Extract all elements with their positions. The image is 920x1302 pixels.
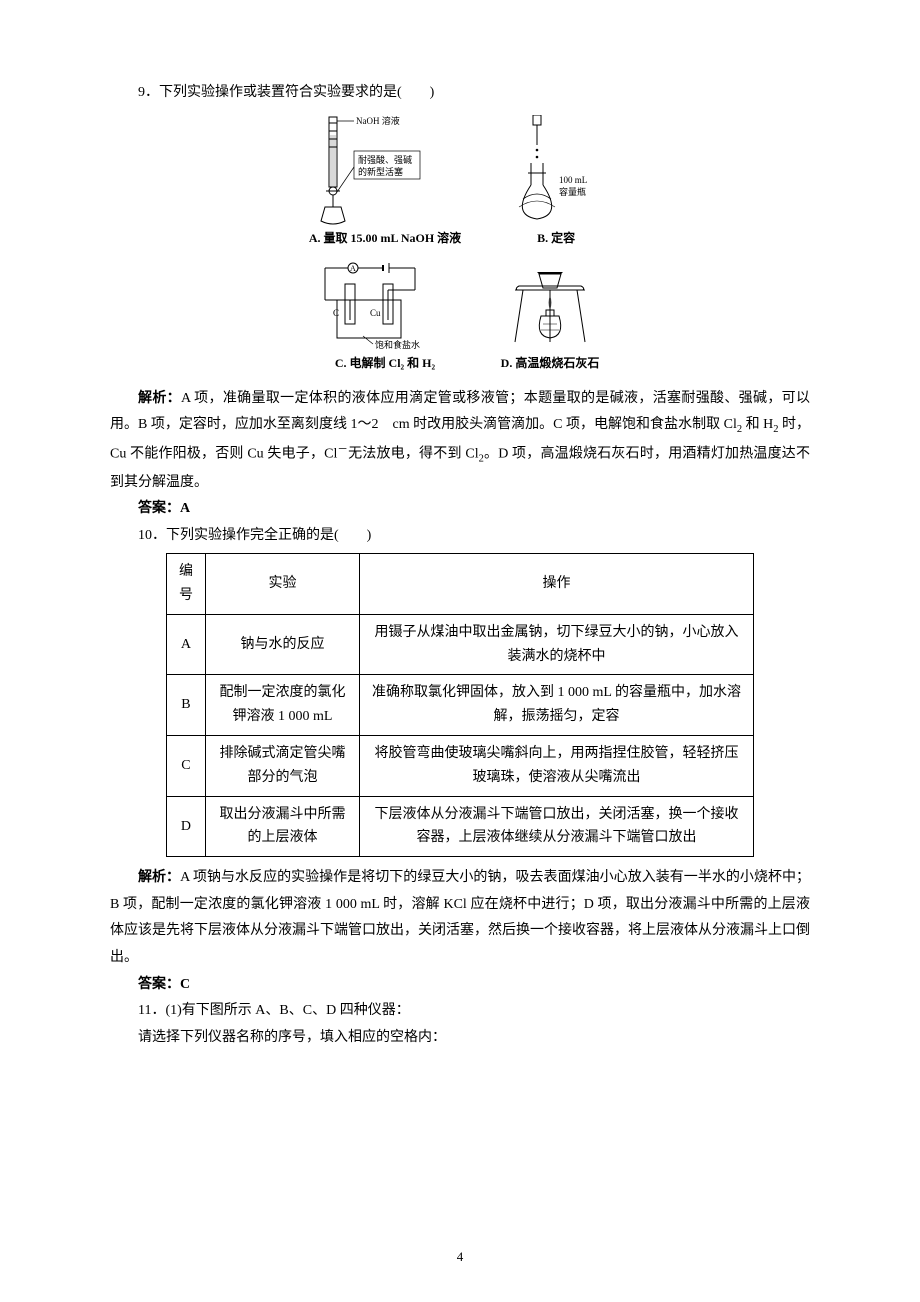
q9-stem: 9．下列实验操作或装置符合实验要求的是( ): [110, 80, 810, 107]
table-row: D 取出分液漏斗中所需的上层液体 下层液体从分液漏斗下端管口放出，关闭活塞，换一…: [167, 796, 754, 857]
col-exp: 实验: [205, 554, 359, 615]
table-row: C 排除碱式滴定管尖嘴部分的气泡 将胶管弯曲使玻璃尖嘴斜向上，用两指捏住胶管，轻…: [167, 736, 754, 797]
svg-text:耐强酸、强碱: 耐强酸、强碱: [358, 154, 412, 165]
cell-op: 准确称取氯化钾固体，放入到 1 000 mL 的容量瓶中，加水溶解，振荡摇匀，定…: [360, 675, 754, 736]
cell-exp: 排除碱式滴定管尖嘴部分的气泡: [205, 736, 359, 797]
q11-line2: 请选择下列仪器名称的序号，填入相应的空格内：: [110, 1025, 810, 1052]
cell-id: D: [167, 796, 206, 857]
cell-exp: 取出分液漏斗中所需的上层液体: [205, 796, 359, 857]
table-row: B 配制一定浓度的氯化钾溶液 1 000 mL 准确称取氯化钾固体，放入到 1 …: [167, 675, 754, 736]
cell-id: B: [167, 675, 206, 736]
caption-a: A. 量取 15.00 mL NaOH 溶液: [309, 227, 461, 250]
cell-id: C: [167, 736, 206, 797]
table-row: A 钠与水的反应 用镊子从煤油中取出金属钠，切下绿豆大小的钠，小心放入装满水的烧…: [167, 614, 754, 675]
q9-figure-row1: NaOH 溶液 耐强酸、强碱 的新型活塞 A. 量取 15.00 mL NaOH…: [110, 115, 810, 253]
caption-b: B. 定容: [501, 227, 611, 250]
col-op: 操作: [360, 554, 754, 615]
cell-op: 将胶管弯曲使玻璃尖嘴斜向上，用两指捏住胶管，轻轻挤压玻璃珠，使溶液从尖嘴流出: [360, 736, 754, 797]
cell-exp: 钠与水的反应: [205, 614, 359, 675]
svg-text:A: A: [350, 264, 356, 273]
cell-exp: 配制一定浓度的氯化钾溶液 1 000 mL: [205, 675, 359, 736]
apparatus-c: A C Cu 饱和食盐水: [315, 260, 455, 375]
q10-analysis: 解析：A 项钠与水反应的实验操作是将切下的绿豆大小的钠，吸去表面煤油小心放入装有…: [110, 865, 810, 971]
caption-d: D. 高温煅烧石灰石: [495, 352, 605, 375]
caption-c: C. 电解制 Cl₂ 和 H₂: [315, 352, 455, 375]
svg-text:容量瓶: 容量瓶: [559, 186, 586, 197]
q10-stem: 10．下列实验操作完全正确的是( ): [110, 523, 810, 550]
cell-id: A: [167, 614, 206, 675]
q9-analysis: 解析：A 项，准确量取一定体积的液体应用滴定管或移液管；本题量取的是碱液，活塞耐…: [110, 386, 810, 496]
q9-answer: 答案：A: [110, 496, 810, 523]
col-id: 编号: [167, 554, 206, 615]
svg-text:的新型活塞: 的新型活塞: [358, 166, 403, 177]
apparatus-d: D. 高温煅烧石灰石: [495, 260, 605, 375]
svg-text:NaOH 溶液: NaOH 溶液: [356, 115, 400, 126]
page-number: 4: [0, 1245, 920, 1270]
svg-text:100 mL: 100 mL: [559, 175, 587, 185]
apparatus-a: NaOH 溶液 耐强酸、强碱 的新型活塞 A. 量取 15.00 mL NaOH…: [309, 115, 461, 250]
q9-figure-row2: A C Cu 饱和食盐水: [110, 260, 810, 378]
svg-text:饱和食盐水: 饱和食盐水: [375, 339, 420, 350]
svg-text:C: C: [333, 308, 339, 318]
q10-answer: 答案：C: [110, 972, 810, 999]
table-header-row: 编号 实验 操作: [167, 554, 754, 615]
apparatus-b: 100 mL 容量瓶 B. 定容: [501, 115, 611, 250]
q11-line1: 11．(1)有下图所示 A、B、C、D 四种仪器：: [110, 998, 810, 1025]
q10-table: 编号 实验 操作 A 钠与水的反应 用镊子从煤油中取出金属钠，切下绿豆大小的钠，…: [166, 553, 754, 857]
svg-text:Cu: Cu: [370, 308, 381, 318]
cell-op: 下层液体从分液漏斗下端管口放出，关闭活塞，换一个接收容器，上层液体继续从分液漏斗…: [360, 796, 754, 857]
cell-op: 用镊子从煤油中取出金属钠，切下绿豆大小的钠，小心放入装满水的烧杯中: [360, 614, 754, 675]
